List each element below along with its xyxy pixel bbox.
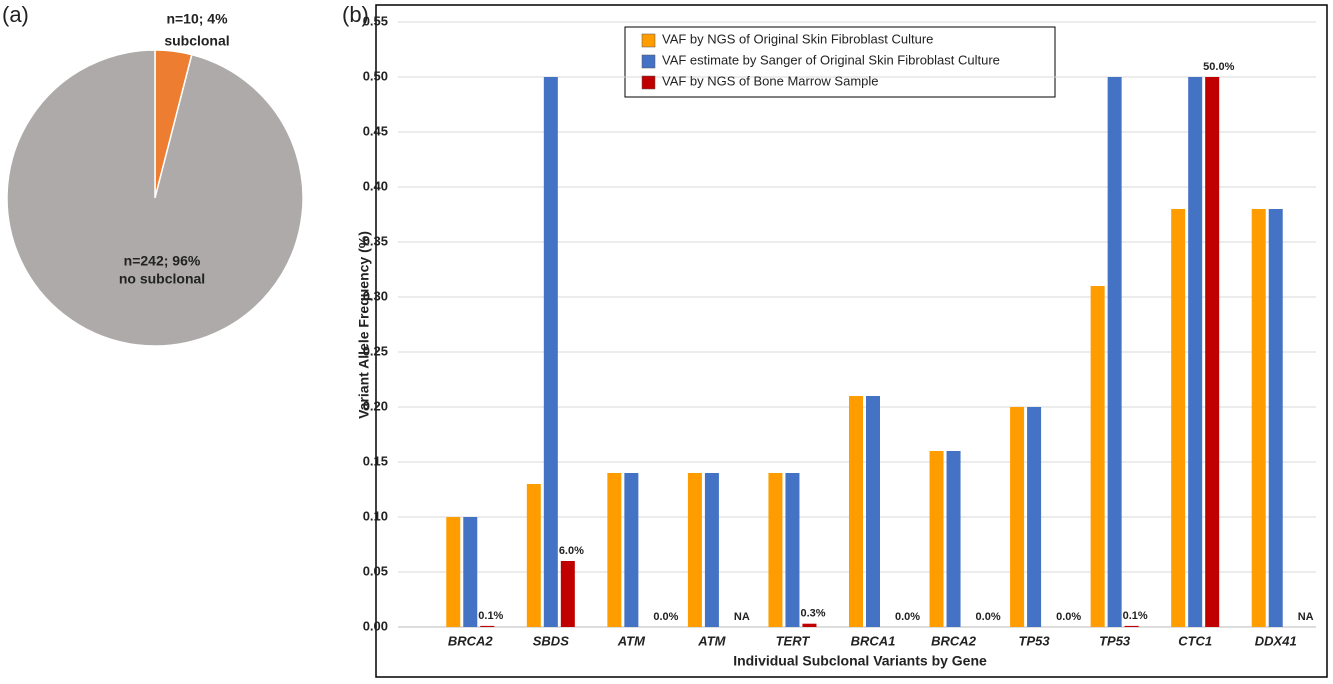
bar [1027,407,1042,627]
data-label: 0.0% [976,611,1001,623]
bar [624,473,639,627]
x-axis-title: Individual Subclonal Variants by Gene [733,653,987,669]
x-tick-label: ATM [617,633,646,648]
x-tick-label: ATM [697,633,726,648]
x-tick-label: TERT [776,633,811,648]
data-label: 0.1% [478,610,503,622]
legend-label: VAF estimate by Sanger of Original Skin … [662,52,1000,67]
bar [1090,286,1105,627]
bar [560,561,575,627]
bar [768,473,783,627]
data-label: 0.0% [1056,611,1081,623]
bar [446,517,461,627]
bar [687,473,702,627]
slice-category-label: no subclonal [119,271,205,287]
y-tick-label: 0.50 [363,68,388,83]
bar [543,77,558,627]
bar [849,396,863,627]
legend-swatch [641,54,656,69]
bar [1124,625,1139,627]
slice-category-label: subclonal [164,33,229,49]
y-tick-label: 0.05 [363,563,388,578]
y-tick-label: 0.20 [363,398,388,413]
bar [946,451,961,627]
x-tick-label: DDX41 [1255,633,1297,648]
data-label: 6.0% [559,545,584,557]
bar [1171,209,1186,627]
data-label: 0.1% [1123,610,1148,622]
bar [866,396,880,627]
bar [785,473,800,627]
x-tick-label: TP53 [1099,633,1131,648]
legend-swatch [641,33,656,48]
x-tick-label: TP53 [1019,633,1051,648]
y-tick-label: 0.45 [363,123,388,138]
y-tick-label: 0.35 [363,233,388,248]
bar [1251,209,1266,627]
legend-swatch [641,75,656,90]
pie-slice [6,49,304,347]
bar [802,623,817,627]
x-tick-label: BRCA2 [931,633,977,648]
bar [463,517,478,627]
data-label: 0.3% [800,608,825,620]
chart-frame [375,4,1328,678]
data-label: NA [1298,611,1314,623]
data-label: 0.0% [653,611,678,623]
bar [1010,407,1025,627]
slice-value-label: n=10; 4% [166,11,228,27]
bar [704,473,719,627]
legend-box [624,26,1056,98]
data-label: 0.0% [895,611,920,623]
bar [607,473,622,627]
bar [929,451,944,627]
y-tick-label: 0.55 [363,13,388,28]
y-tick-label: 0.15 [363,453,388,468]
slice-value-label: n=242; 96% [124,253,201,269]
bar [1205,77,1220,627]
x-tick-label: SBDS [533,633,569,648]
data-label: NA [734,611,750,623]
data-label: 50.0% [1203,61,1234,73]
y-axis-title: Variant Allele Frequency (%) [356,231,372,419]
bar [480,625,495,627]
y-tick-label: 0.30 [363,288,388,303]
legend-label: VAF by NGS of Original Skin Fibroblast C… [662,31,933,46]
bar [1268,209,1283,627]
bar [1107,77,1122,627]
bar [1188,77,1203,627]
x-tick-label: CTC1 [1178,633,1212,648]
bar [526,484,541,627]
x-tick-label: BRCA1 [851,633,896,648]
panel-label: (a) [2,2,29,27]
y-tick-label: 0.10 [363,508,388,523]
legend-label: VAF by NGS of Bone Marrow Sample [662,73,879,88]
y-tick-label: 0.40 [363,178,388,193]
y-tick-label: 0.00 [363,618,388,633]
x-tick-label: BRCA2 [448,633,494,648]
y-tick-label: 0.25 [363,343,388,358]
panel-label: (b) [342,2,369,27]
